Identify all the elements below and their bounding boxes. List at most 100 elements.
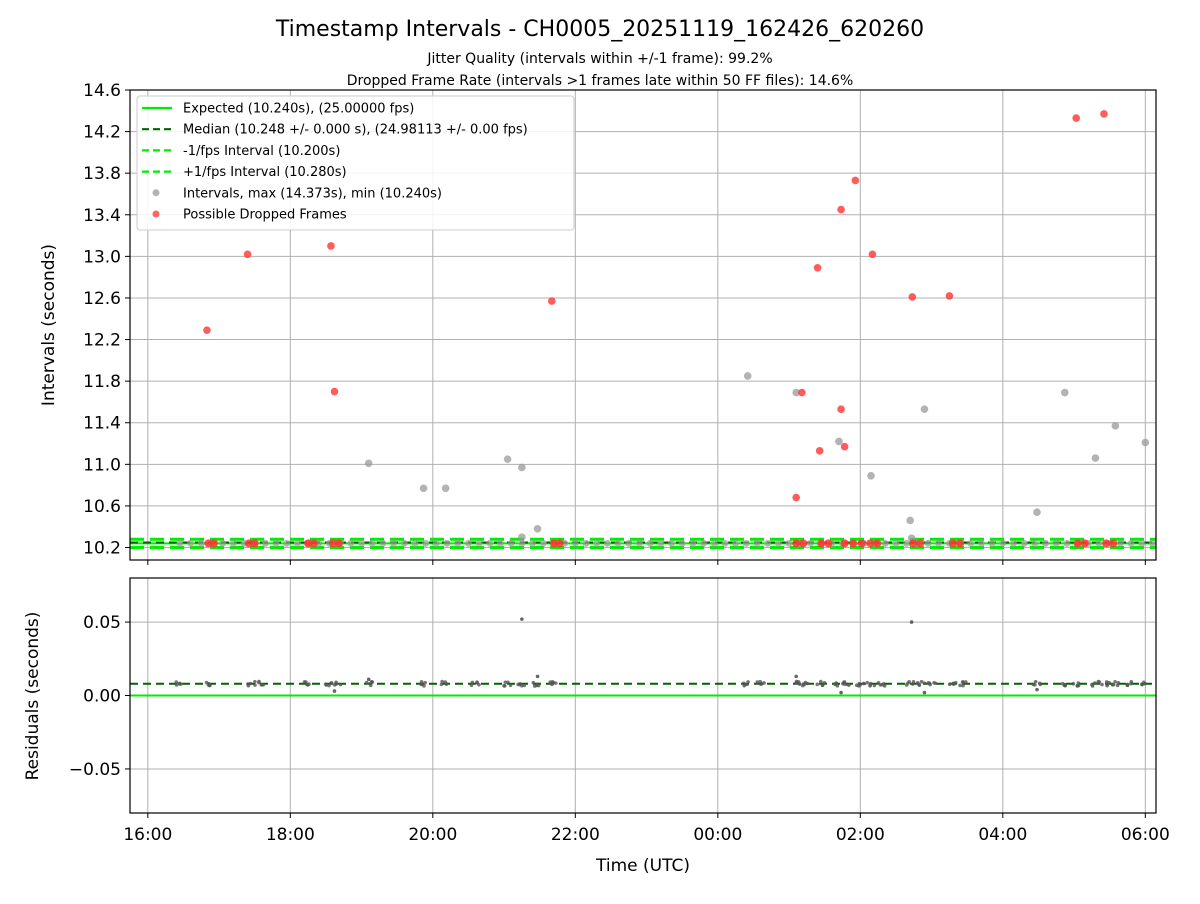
intervals-y-tick-label: 11.0 <box>83 455 121 475</box>
dropped-frame-point-baseline <box>549 539 558 548</box>
dropped-frame-point-baseline <box>849 539 858 548</box>
residual-point <box>762 681 766 685</box>
interval-point <box>1141 438 1150 447</box>
interval-point <box>364 459 373 468</box>
interval-point-baseline <box>668 539 675 547</box>
residuals-panel: −0.05 0.00 0.05 16:00 18:00 20:00 22:00 00:00 0… <box>23 577 1170 876</box>
interval-point-baseline <box>646 539 654 547</box>
residual-outlier-point <box>1035 687 1039 692</box>
interval-point <box>1033 508 1041 516</box>
legend-label: Median (10.248 +/- 0.000 s), (24.98113 +… <box>183 123 528 138</box>
residual-outlier-point <box>909 620 914 624</box>
residual-point <box>907 679 911 684</box>
interval-point-baseline <box>635 539 643 547</box>
interval-point <box>1111 422 1120 430</box>
dropped-frame-point <box>330 387 339 396</box>
interval-point <box>518 533 526 541</box>
residuals-y-tick-label: 0.00 <box>83 687 121 707</box>
interval-point-baseline <box>432 539 440 547</box>
dropped-frame-point <box>908 293 917 301</box>
interval-point-baseline <box>422 539 430 547</box>
dropped-frame-point-baseline <box>309 539 318 548</box>
dropped-frame-point <box>851 176 860 185</box>
legend-label: -1/fps Interval (10.200s) <box>183 144 340 159</box>
dropped-frame-point <box>815 447 824 455</box>
interval-point-baseline <box>529 539 537 547</box>
interval-point-baseline <box>999 539 1007 547</box>
interval-point-baseline <box>507 539 515 547</box>
legend-marker <box>152 210 160 218</box>
residual-point <box>174 683 179 687</box>
interval-point <box>867 471 875 480</box>
interval-point <box>906 516 914 525</box>
intervals-y-tick-label: 11.4 <box>83 414 121 434</box>
residual-point <box>865 680 870 685</box>
residual-outlier-point <box>922 690 927 695</box>
dropped-frame-point-baseline <box>244 539 253 548</box>
residual-outlier-point <box>794 674 798 679</box>
residual-point <box>1113 679 1117 684</box>
interval-point-baseline <box>272 539 280 547</box>
legend-label: Possible Dropped Frames <box>183 208 347 223</box>
interval-point-baseline <box>678 539 686 547</box>
residual-point <box>178 682 183 686</box>
dropped-frame-point <box>837 205 845 214</box>
intervals-panel: 10.2 10.6 11.0 11.4 11.8 12.2 12.6 13.0 13.4 13.8… <box>39 81 1157 565</box>
residual-outlier-point <box>332 689 337 693</box>
intervals-y-tick-label: 14.6 <box>83 81 121 101</box>
residual-point <box>364 680 369 685</box>
residual-point <box>1105 682 1110 687</box>
residual-point <box>857 684 861 688</box>
interval-point-baseline <box>443 539 451 547</box>
residual-point <box>1100 682 1104 687</box>
interval-point-baseline <box>358 539 366 547</box>
dropped-frame-point-baseline <box>866 539 875 548</box>
interval-point-baseline <box>197 539 205 547</box>
dropped-frame-point-baseline <box>857 539 866 548</box>
intervals-y-tick-label: 13.0 <box>83 247 121 267</box>
residual-point <box>327 683 331 688</box>
interval-point-baseline <box>1127 539 1135 547</box>
x-tick-label: 22:00 <box>551 825 600 845</box>
interval-point <box>920 405 929 414</box>
interval-point-baseline <box>1116 539 1124 547</box>
residual-outlier-point <box>839 690 843 695</box>
residual-point <box>1090 684 1095 688</box>
residual-point <box>1093 681 1097 685</box>
residual-point <box>861 681 866 686</box>
residual-point <box>958 683 962 688</box>
residual-point <box>207 682 211 686</box>
x-tick-label: 00:00 <box>693 825 742 845</box>
dropped-frame-point <box>548 297 556 305</box>
residual-point <box>439 682 444 687</box>
interval-point-baseline <box>710 539 718 547</box>
interval-point-baseline <box>732 539 740 547</box>
dropped-frame-point <box>868 250 877 259</box>
legend-entries: Expected (10.240s), (25.00000 fps) Median… <box>142 102 528 223</box>
dropped-frame-point-baseline <box>799 539 808 548</box>
residual-point <box>881 681 886 686</box>
dropped-frame-point-baseline <box>250 539 259 548</box>
residual-point <box>329 681 333 685</box>
interval-point <box>518 463 526 472</box>
interval-point-baseline <box>229 539 237 547</box>
residual-point <box>795 680 800 685</box>
intervals-x-ticks <box>147 560 1146 565</box>
residual-point <box>1111 682 1116 687</box>
interval-point-baseline <box>486 539 494 547</box>
chart-subtitle-jitter: Jitter Quality (intervals within +/-1 fr… <box>426 51 772 67</box>
residual-point <box>253 683 257 687</box>
interval-point-baseline <box>753 539 761 547</box>
residuals-y-label: Residuals (seconds) <box>23 612 43 781</box>
interval-point-baseline <box>293 539 301 547</box>
residual-point <box>1033 679 1038 684</box>
interval-point-baseline <box>1063 539 1071 547</box>
interval-point-baseline <box>1148 539 1156 547</box>
interval-point <box>1091 454 1100 462</box>
residual-point <box>917 683 922 688</box>
interval-point-baseline <box>1095 539 1103 547</box>
interval-point <box>441 484 450 493</box>
intervals-y-tick-label: 12.2 <box>83 331 121 351</box>
interval-point-baseline <box>967 539 975 547</box>
residuals-points <box>174 617 1147 695</box>
